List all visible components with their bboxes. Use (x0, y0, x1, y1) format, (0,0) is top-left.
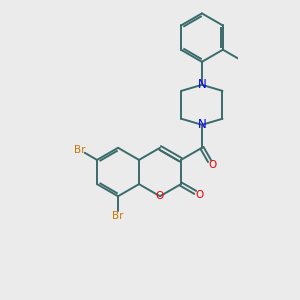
Text: O: O (195, 190, 204, 200)
Text: O: O (208, 160, 216, 170)
Text: N: N (197, 118, 206, 131)
Text: N: N (197, 78, 206, 91)
Text: Br: Br (112, 211, 124, 221)
Text: Br: Br (74, 145, 85, 155)
Text: O: O (156, 191, 164, 201)
